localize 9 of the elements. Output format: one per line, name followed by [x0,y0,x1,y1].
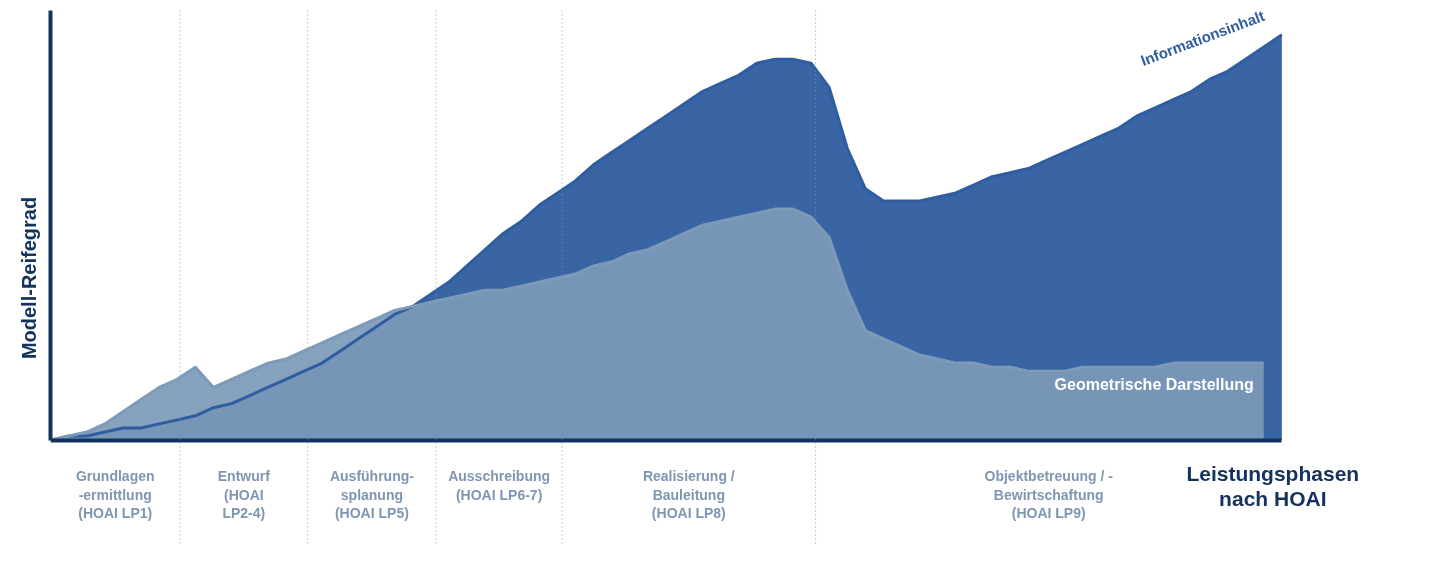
text: Ausschreibung (HOAI LP6-7) [448,468,551,503]
text: Realisierung / Bauleitung (HOAI LP8) [642,468,735,521]
text: Ausführung- splanung (HOAI LP5) [329,468,415,521]
series-label: Geometrische Darstellung [1054,376,1254,394]
text: Grundlagen -ermittlung (HOAI LP1) [75,468,155,521]
text: Entwurf (HOAI LP2-4) [217,468,271,521]
text: Objektbetreuung / - Bewirtschaftung (HOAI LP9) [984,468,1114,521]
x-axis-title: Leistungsphasen nach HOAI [1186,462,1360,511]
y-axis-title: Modell-Reifegrad [17,196,40,360]
